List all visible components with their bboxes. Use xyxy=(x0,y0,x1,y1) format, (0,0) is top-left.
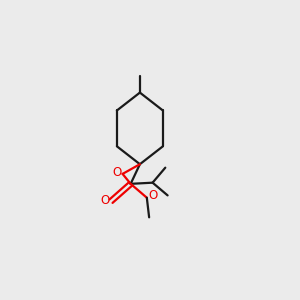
Text: O: O xyxy=(148,189,158,203)
Text: O: O xyxy=(100,194,109,207)
Text: O: O xyxy=(113,166,122,179)
